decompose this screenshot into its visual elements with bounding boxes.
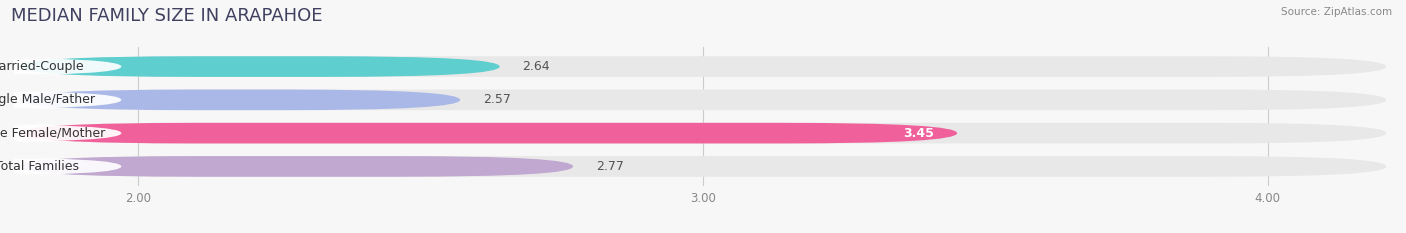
FancyBboxPatch shape <box>0 91 121 109</box>
Text: 2.57: 2.57 <box>482 93 510 106</box>
Text: 2.64: 2.64 <box>522 60 550 73</box>
Text: MEDIAN FAMILY SIZE IN ARAPAHOE: MEDIAN FAMILY SIZE IN ARAPAHOE <box>11 7 323 25</box>
FancyBboxPatch shape <box>0 58 121 75</box>
Text: Single Female/Mother: Single Female/Mother <box>0 127 105 140</box>
FancyBboxPatch shape <box>20 56 499 77</box>
Text: Single Male/Father: Single Male/Father <box>0 93 94 106</box>
Text: Married-Couple: Married-Couple <box>0 60 84 73</box>
Text: Source: ZipAtlas.com: Source: ZipAtlas.com <box>1281 7 1392 17</box>
Text: 2.77: 2.77 <box>596 160 624 173</box>
FancyBboxPatch shape <box>20 56 1386 77</box>
FancyBboxPatch shape <box>0 124 121 142</box>
FancyBboxPatch shape <box>20 156 1386 177</box>
FancyBboxPatch shape <box>20 156 574 177</box>
FancyBboxPatch shape <box>20 89 460 110</box>
FancyBboxPatch shape <box>20 89 1386 110</box>
FancyBboxPatch shape <box>20 123 957 144</box>
FancyBboxPatch shape <box>20 123 1386 144</box>
Text: Total Families: Total Families <box>0 160 79 173</box>
Text: 3.45: 3.45 <box>904 127 935 140</box>
FancyBboxPatch shape <box>0 158 121 175</box>
